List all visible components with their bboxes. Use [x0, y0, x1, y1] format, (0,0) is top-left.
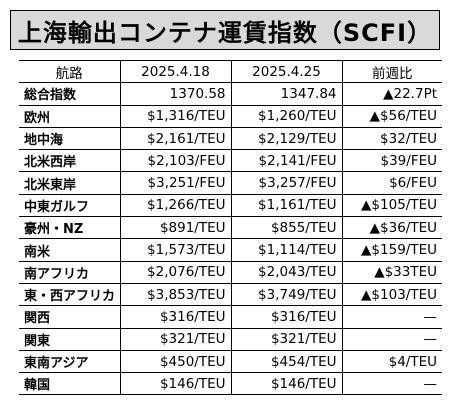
rate-2025-04-18-cell: $2,103/FEU: [119, 149, 232, 173]
table-row: 関東 $321/TEU $321/TEU —: [19, 327, 442, 351]
week-change-cell: ▲$56/TEU: [341, 104, 442, 128]
rate-2025-04-25-cell: $454/TEU: [230, 349, 343, 374]
rate-2025-04-18-cell: $146/TEU: [119, 372, 232, 396]
page-title: 上海輸出コンテナ運賃指数（SCFI）: [10, 10, 440, 50]
week-change-cell: ▲$33TEU: [341, 260, 442, 284]
route-cell: 南アフリカ: [19, 260, 121, 284]
table-row: 東・西アフリカ $3,853/TEU $3,749/TEU ▲$103/TEU: [19, 282, 442, 307]
week-change-cell: ▲$159/TEU: [341, 238, 442, 262]
rate-2025-04-18-cell: $3,853/TEU: [119, 282, 232, 307]
route-cell: 関西: [19, 305, 121, 329]
table-row: 南アフリカ $2,076/TEU $2,043/TEU ▲$33TEU: [19, 260, 442, 284]
week-change-cell: —: [341, 372, 442, 396]
table-row: 北米西岸 $2,103/FEU $2,141/FEU $39/FEU: [19, 149, 442, 173]
rate-2025-04-25-cell: $2,129/TEU: [230, 126, 343, 151]
week-change-cell: ▲$105/TEU: [341, 193, 442, 218]
rate-2025-04-18-cell: $1,316/TEU: [119, 104, 232, 128]
route-cell: 南米: [19, 238, 121, 262]
route-cell: 総合指数: [19, 82, 121, 106]
rate-2025-04-25-cell: $316/TEU: [230, 305, 343, 329]
header-date-2: 2025.4.25: [230, 59, 343, 84]
rate-2025-04-25-cell: $2,141/FEU: [230, 149, 343, 173]
rate-2025-04-25-cell: $1,161/TEU: [230, 193, 343, 218]
rate-2025-04-25-cell: $1,114/TEU: [230, 238, 343, 262]
rate-2025-04-18-cell: $2,076/TEU: [119, 260, 232, 284]
route-cell: 北米西岸: [19, 149, 121, 173]
week-change-cell: $39/FEU: [341, 149, 442, 173]
rate-2025-04-25-cell: $146/TEU: [230, 372, 343, 396]
header-week-change: 前週比: [341, 59, 442, 84]
table-row: 豪州・NZ $891/TEU $855/TEU ▲$36/TEU: [19, 216, 442, 240]
route-cell: 関東: [19, 327, 121, 351]
table-row: 総合指数 1370.58 1347.84 ▲22.7Pt: [19, 82, 442, 106]
table-row: 北米東岸 $3,251/FEU $3,257/FEU $6/FEU: [19, 171, 442, 195]
table-row: 地中海 $2,161/TEU $2,129/TEU $32/TEU: [19, 126, 442, 151]
week-change-cell: ▲$103/TEU: [341, 282, 442, 307]
rate-2025-04-25-cell: 1347.84: [230, 82, 343, 106]
rate-2025-04-18-cell: $1,573/TEU: [119, 238, 232, 262]
rate-2025-04-18-cell: $2,161/TEU: [119, 126, 232, 151]
rate-2025-04-25-cell: $1,260/TEU: [230, 104, 343, 128]
route-cell: 北米東岸: [19, 171, 121, 195]
rate-2025-04-25-cell: $855/TEU: [230, 216, 343, 240]
week-change-cell: —: [341, 327, 442, 351]
header-route: 航路: [19, 59, 121, 84]
table-row: 中東ガルフ $1,266/TEU $1,161/TEU ▲$105/TEU: [19, 193, 442, 218]
table-row: 韓国 $146/TEU $146/TEU —: [19, 372, 442, 396]
table-row: 東南アジア $450/TEU $454/TEU $4/TEU: [19, 349, 442, 374]
route-cell: 中東ガルフ: [19, 193, 121, 218]
route-cell: 東・西アフリカ: [19, 282, 121, 307]
route-cell: 韓国: [19, 372, 121, 396]
route-cell: 地中海: [19, 126, 121, 151]
rate-2025-04-18-cell: $1,266/TEU: [119, 193, 232, 218]
week-change-cell: —: [341, 305, 442, 329]
table-row: 関西 $316/TEU $316/TEU —: [19, 305, 442, 329]
rate-2025-04-18-cell: $3,251/FEU: [119, 171, 232, 195]
table-header-row: 航路 2025.4.18 2025.4.25 前週比: [19, 59, 442, 84]
route-cell: 欧州: [19, 104, 121, 128]
route-cell: 東南アジア: [19, 349, 121, 374]
rate-2025-04-25-cell: $3,257/FEU: [230, 171, 343, 195]
rate-2025-04-25-cell: $3,749/TEU: [230, 282, 343, 307]
week-change-cell: ▲22.7Pt: [341, 82, 442, 106]
table-row: 欧州 $1,316/TEU $1,260/TEU ▲$56/TEU: [19, 104, 442, 128]
week-change-cell: ▲$36/TEU: [341, 216, 442, 240]
week-change-cell: $4/TEU: [341, 349, 442, 374]
rate-2025-04-25-cell: $2,043/TEU: [230, 260, 343, 284]
rate-2025-04-18-cell: $891/TEU: [119, 216, 232, 240]
week-change-cell: $6/FEU: [341, 171, 442, 195]
week-change-cell: $32/TEU: [341, 126, 442, 151]
table-row: 南米 $1,573/TEU $1,114/TEU ▲$159/TEU: [19, 238, 442, 262]
route-cell: 豪州・NZ: [19, 216, 121, 240]
rate-2025-04-18-cell: $316/TEU: [119, 305, 232, 329]
freight-rate-table: 航路 2025.4.18 2025.4.25 前週比 総合指数 1370.58 13…: [19, 59, 442, 396]
rate-2025-04-25-cell: $321/TEU: [230, 327, 343, 351]
rate-2025-04-18-cell: $321/TEU: [119, 327, 232, 351]
header-date-1: 2025.4.18: [119, 59, 232, 84]
rate-2025-04-18-cell: $450/TEU: [119, 349, 232, 374]
rate-2025-04-18-cell: 1370.58: [119, 82, 232, 106]
